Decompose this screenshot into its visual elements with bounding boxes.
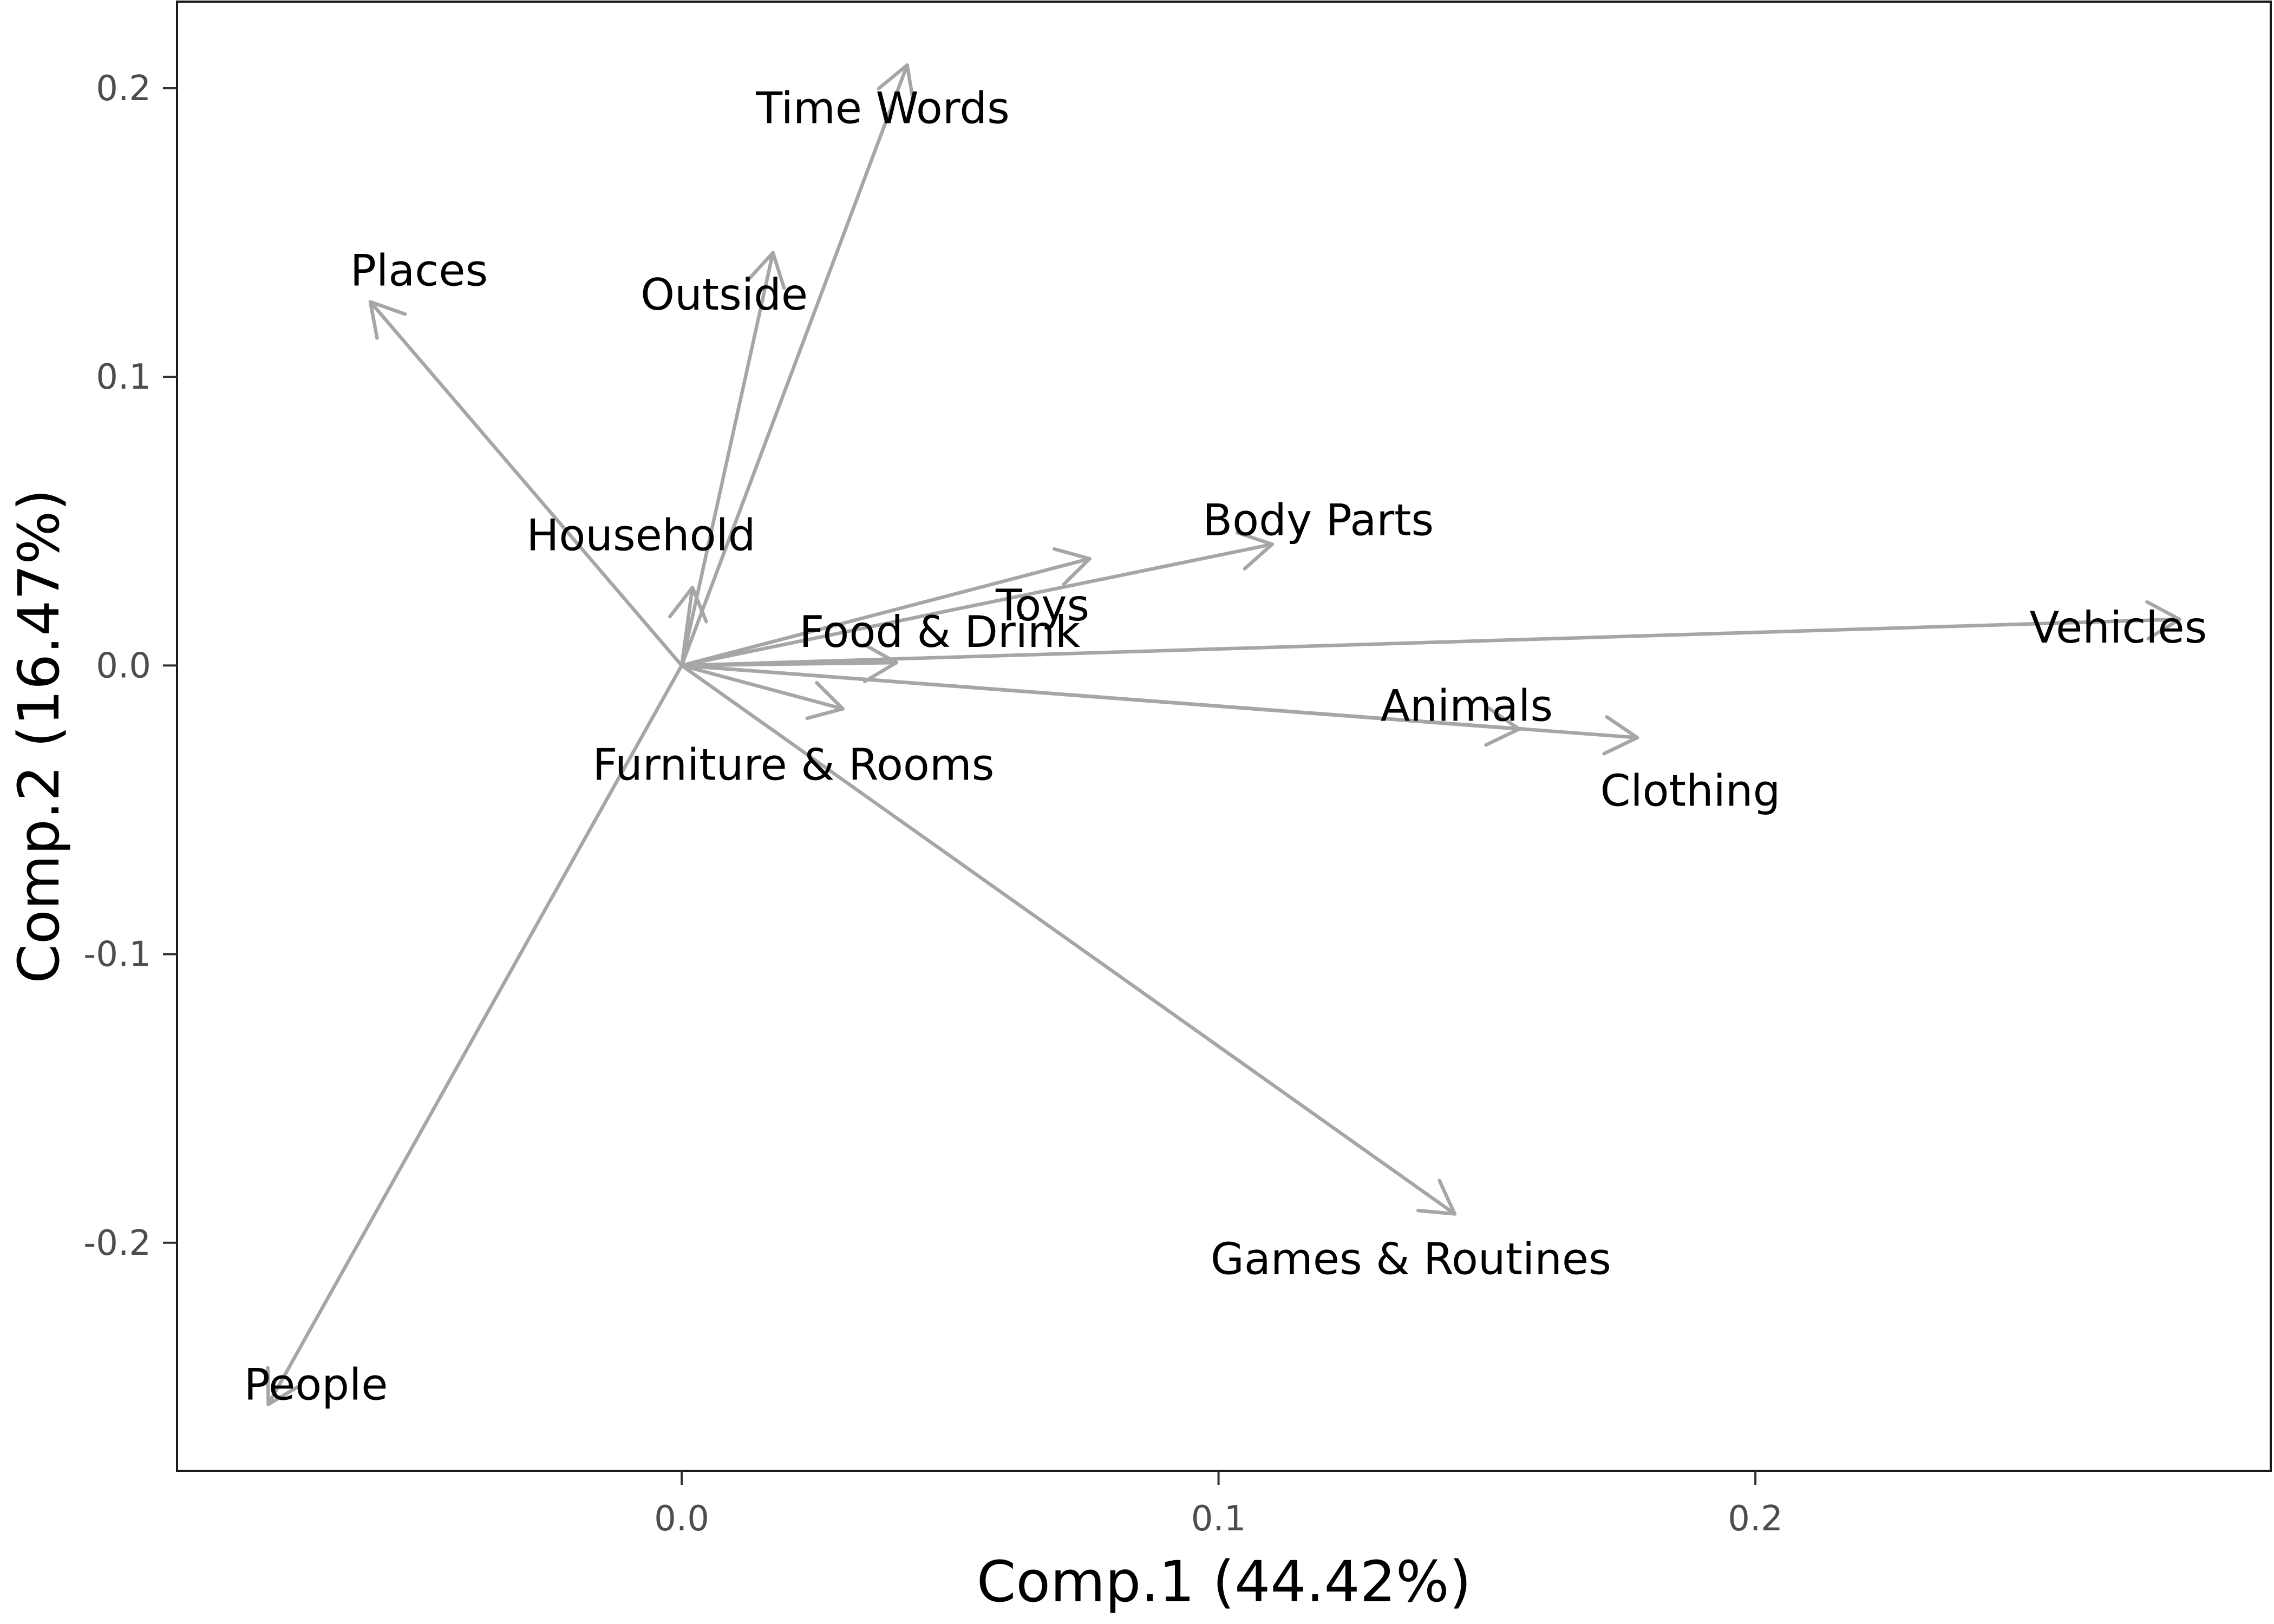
loading-label-food-drink: Food & Drink [799, 607, 1081, 657]
loading-label-toys: Toys [995, 580, 1089, 631]
arrow-head [2145, 600, 2181, 641]
loading-label-time-words: Time Words [755, 83, 1010, 133]
arrow-head [266, 1366, 302, 1406]
arrow-head [1602, 715, 1639, 756]
loading-arrow-furniture-rooms [679, 664, 845, 721]
loading-arrow-body-parts [679, 531, 1274, 667]
arrow-head [862, 643, 898, 684]
arrow-head [746, 251, 786, 290]
arrow-head [1416, 1178, 1457, 1216]
y-tick-label: 0.2 [96, 69, 151, 109]
y-tick-label: 0.1 [96, 357, 151, 397]
x-tick-label: 0.2 [1728, 1499, 1783, 1539]
loading-arrow-household [668, 586, 708, 667]
loading-arrow-vehicles [679, 600, 2181, 667]
arrow-shaft [679, 664, 1639, 739]
x-axis: 0.0 0.1 0.2 [654, 1471, 1783, 1539]
arrow-shaft [679, 617, 2181, 667]
loading-label-games-routines: Games & Routines [1211, 1234, 1611, 1284]
arrow-head [368, 300, 407, 340]
arrow-shaft [368, 300, 684, 667]
loading-label-household: Household [526, 510, 755, 560]
arrow-head [805, 680, 845, 721]
x-tick-label: 0.1 [1191, 1499, 1246, 1539]
plot-panel-border [176, 1, 2272, 1472]
arrow-shaft [266, 664, 684, 1406]
loading-label-places: Places [350, 246, 488, 296]
y-axis: 0.2 0.1 0.0 -0.1 -0.2 [83, 69, 177, 1263]
arrow-shaft [679, 556, 1092, 667]
arrow-shaft [679, 664, 1457, 1216]
loading-label-people: People [244, 1359, 388, 1410]
loading-label-clothing: Clothing [1600, 766, 1781, 816]
loading-label-body-parts: Body Parts [1203, 495, 1434, 545]
loading-arrow-games-routines [679, 664, 1457, 1216]
y-tick-label: 0.0 [96, 646, 151, 686]
y-tick-label: -0.1 [83, 935, 151, 975]
arrow-head [668, 586, 708, 624]
loading-labels: Time Words Places Outside Household Body Par… [244, 83, 2207, 1410]
arrow-head [1235, 531, 1274, 571]
y-axis-title: Comp.2 (16.47%) [6, 489, 72, 984]
loading-arrow-toys [679, 547, 1092, 667]
x-axis-title: Comp.1 (44.42%) [977, 1549, 1472, 1615]
loading-label-furniture-rooms: Furniture & Rooms [593, 739, 995, 790]
loading-arrows [266, 63, 2181, 1406]
arrow-shaft [679, 664, 845, 711]
loading-label-outside: Outside [641, 270, 808, 320]
loading-arrow-people [266, 664, 684, 1406]
loading-arrow-places [368, 300, 684, 667]
loading-label-animals: Animals [1381, 681, 1553, 731]
arrow-shaft [679, 586, 695, 667]
arrow-shaft [679, 63, 909, 667]
arrow-head [1052, 547, 1092, 587]
loading-arrow-clothing [679, 664, 1639, 756]
y-tick-label: -0.2 [83, 1223, 151, 1263]
arrow-shaft [679, 542, 1274, 667]
loading-label-vehicles: Vehicles [2030, 603, 2207, 653]
loading-arrow-time-words [679, 63, 915, 667]
x-tick-label: 0.0 [654, 1499, 709, 1539]
arrow-head [877, 63, 915, 103]
